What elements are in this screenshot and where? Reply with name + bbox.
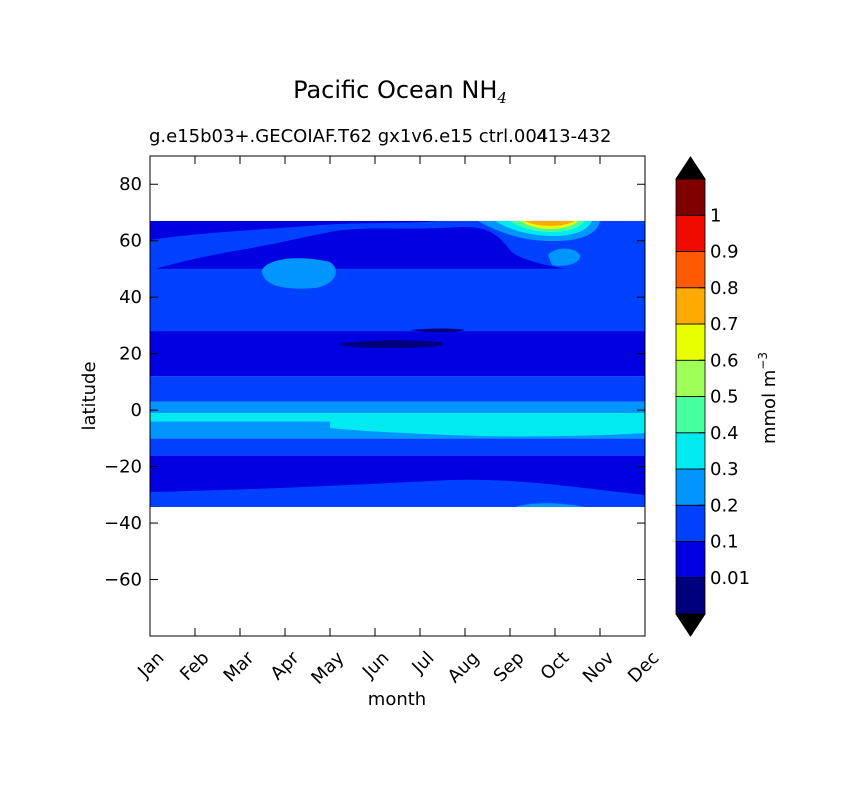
contour-patch-south-edge-light — [515, 503, 585, 507]
contour-patch-north-bloom-5 — [525, 221, 575, 226]
x-tick-label: Jan — [133, 648, 168, 683]
contour-patch-south-edge — [150, 479, 645, 507]
y-tick-label: −60 — [104, 570, 142, 591]
colorbar-tick-label: 0.7 — [710, 314, 739, 335]
contour-patch-high-lat-dark — [150, 221, 440, 240]
chart-title-text: Pacific Ocean NH — [293, 76, 498, 104]
x-tick-label: Jun — [358, 648, 393, 683]
y-tick-label: 60 — [119, 231, 142, 252]
colorbar-extend-max — [675, 156, 706, 180]
contour-band-3 — [150, 412, 645, 422]
x-tick-label: Dec — [624, 648, 663, 687]
contour-features — [150, 221, 645, 507]
colorbar-tick-label: 0.2 — [710, 495, 739, 516]
colorbar-segment-7 — [675, 323, 706, 361]
contour-band-6 — [150, 331, 645, 377]
y-axis-label: latitude — [79, 361, 100, 430]
colorbar-segment-10 — [675, 214, 706, 252]
contour-patch-equatorial-cyan-widening — [330, 414, 645, 437]
colorbar-segment-2 — [675, 504, 706, 542]
colorbar-tick-label: 1 — [710, 205, 721, 226]
colorbar-segment-4 — [675, 432, 706, 470]
x-tick-label: Mar — [220, 647, 259, 686]
colorbar-label-superscript: −3 — [756, 352, 770, 370]
colorbar-segment-1 — [675, 541, 706, 579]
contour-patch-tropics-minimum — [338, 340, 444, 348]
chart-subtitle-suffix: 413-432 — [536, 126, 612, 147]
y-tick-label: 20 — [119, 344, 142, 365]
y-axis: −60 −40 −20 0 20 40 60 80 — [104, 174, 645, 591]
colorbar-label: mmol m−3 — [756, 352, 780, 444]
x-tick-label: Oct — [537, 648, 574, 685]
y-tick-label: 40 — [119, 287, 142, 308]
colorbar-tick-label: 0.8 — [710, 278, 739, 299]
colorbar-segment-5 — [675, 396, 706, 434]
x-tick-label: Nov — [579, 647, 619, 687]
contour-patch-west-eddy — [262, 258, 336, 289]
colorbar-segment-0 — [675, 577, 706, 615]
colorbar-segment-8 — [675, 287, 706, 325]
colorbar-segment-9 — [675, 251, 706, 289]
x-tick-label: May — [307, 647, 348, 688]
x-tick-label: Sep — [490, 648, 529, 687]
colorbar-tick-label: 0.4 — [710, 423, 739, 444]
chart-subtitle-text: g.e15b03+.GECOIAF.T62 gx1v6.e15 ctrl.004 — [149, 126, 549, 147]
colorbar-segment-6 — [675, 359, 706, 397]
y-tick-label: 80 — [119, 174, 142, 195]
colorbar-tick-label: 0.3 — [710, 459, 739, 480]
colorbar: 0.01 0.1 0.2 0.3 0.4 0.5 0.6 0.7 0.8 0.9 1 — [675, 156, 750, 637]
colorbar-tick-label: 0.5 — [710, 387, 739, 408]
colorbar-tick-label: 0.9 — [710, 242, 739, 263]
contour-band-4 — [150, 401, 645, 413]
x-tick-label: Aug — [444, 648, 484, 688]
colorbar-tick-label: 0.01 — [710, 568, 750, 589]
x-axis-label: month — [368, 689, 426, 710]
contour-band-7 — [150, 268, 645, 332]
chart-title: Pacific Ocean NH4 — [0, 76, 800, 107]
contour-patch-east-eddy — [548, 248, 581, 266]
colorbar-extend-min — [675, 613, 706, 637]
colorbar-label-text: mmol m — [759, 370, 780, 444]
chart-title-subscript: 4 — [497, 89, 507, 107]
contour-band-1 — [150, 438, 645, 456]
colorbar-tick-label: 0.6 — [710, 350, 739, 371]
colorbar-segment-11 — [675, 178, 706, 216]
plot-frame — [149, 155, 646, 637]
y-tick-label: −40 — [104, 513, 142, 534]
x-tick-label: Feb — [176, 648, 213, 685]
x-tick-label: Jul — [408, 648, 439, 679]
contour-band-5 — [150, 376, 645, 402]
x-tick-label: Apr — [267, 647, 304, 684]
chart-subtitle: g.e15b03+.GECOIAF.T62 gx1v6.e15 ctrl.004… — [149, 126, 611, 147]
contour-patch-tropics-minimum-2 — [410, 328, 465, 333]
colorbar-tick-label: 0.1 — [710, 532, 739, 553]
colorbar-segment-3 — [675, 468, 706, 506]
y-tick-label: 0 — [131, 400, 142, 421]
y-tick-label: −20 — [104, 457, 142, 478]
